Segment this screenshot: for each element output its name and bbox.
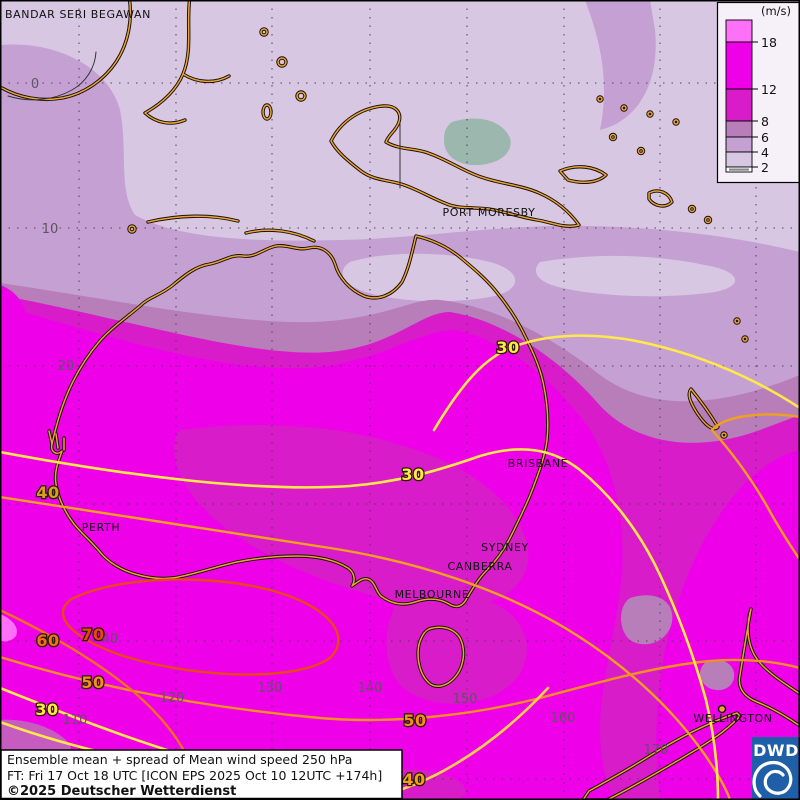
contour-label-50-west: 50 — [81, 673, 104, 692]
legend-tick-12: 12 — [761, 82, 777, 97]
city-label-bandar-seri-begawan: BANDAR SERI BEGAWAN — [5, 8, 151, 21]
legend-tick-labels: 18 12 8 6 4 2 — [761, 35, 777, 175]
coastline-nz-south — [582, 712, 741, 800]
contour-label-70: 70 — [81, 625, 104, 644]
coastline-australia — [50, 235, 549, 608]
city-label-port-moresby: PORT MORESBY — [443, 206, 536, 219]
city-label-brisbane: BRISBANE — [508, 457, 568, 470]
grid-label-lat40: 40 — [102, 632, 119, 647]
legend-swatch-4-6 — [725, 136, 753, 153]
legend-swatch-6-8 — [725, 120, 753, 138]
contour-50 — [0, 655, 800, 722]
contour-label-60: 60 — [36, 631, 59, 650]
shade-12-18-southeast — [656, 450, 800, 800]
shade-8-12-patch-interior — [174, 425, 529, 609]
grid-label-lon110: 110 — [63, 713, 88, 728]
contour-40-west — [0, 495, 732, 800]
contour-label-40-west: 40 — [36, 483, 59, 502]
contour-labels: 30 30 30 40 40 50 50 60 70 — [34, 337, 520, 791]
info-line-copyright: ©2025 Deutscher Wetterdienst — [7, 784, 236, 799]
grid-label-lon130: 130 — [258, 681, 283, 696]
grid-label-lon140: 140 — [358, 681, 383, 696]
city-labels: BANDAR SERI BEGAWAN PORT MORESBY BRISBAN… — [5, 8, 772, 725]
city-label-wellington: WELLINGTON — [693, 712, 772, 725]
legend-swatch-8-12 — [725, 88, 753, 122]
legend-swatch-2-4 — [725, 151, 753, 168]
info-line-forecast-time: FT: Fri 17 Oct 18 UTC [ICON EPS 2025 Oct… — [7, 768, 382, 783]
contour-label-40-south: 40 — [402, 770, 425, 789]
shade-6-8-patch-nz-a — [621, 595, 673, 645]
grid-label-lat20: 20 — [58, 359, 75, 374]
contour-label-50-south: 50 — [403, 711, 426, 730]
shade-6-8-patch-nz-b — [700, 659, 735, 691]
shade-8-12-patch-tasmania — [386, 594, 527, 704]
legend-swatch-12-18 — [725, 41, 753, 90]
contour-40-newcaledonia — [710, 413, 800, 562]
contour-30-north — [432, 334, 800, 432]
contour-label-30-north: 30 — [496, 338, 519, 357]
legend: (m/s) 18 12 8 6 4 2 — [716, 1, 800, 184]
coastline-sulawesi — [144, 0, 230, 124]
contour-70 — [61, 578, 340, 676]
border-kalimantan — [7, 51, 97, 101]
coastline-bougainville — [648, 190, 673, 207]
grid-labels: 0 10 20 40 110 120 130 140 150 160 170 — [31, 77, 669, 758]
shade-pale-patch-b — [535, 255, 736, 297]
shade-lt2-patch-png — [444, 118, 511, 166]
coastline-new-guinea — [330, 105, 580, 227]
city-label-canberra: CANBERRA — [447, 560, 512, 573]
wellington-marker — [717, 704, 727, 714]
coastline-new-caledonia — [688, 388, 719, 430]
legend-tick-2: 2 — [761, 160, 769, 175]
grid-label-lon150: 150 — [453, 692, 478, 707]
grid-label-lon160: 160 — [551, 711, 576, 726]
legend-tick-18: 18 — [761, 35, 777, 50]
coastline-lesser-sunda — [147, 215, 315, 242]
coastline-new-britain — [559, 166, 607, 184]
city-label-sydney: SYDNEY — [481, 541, 529, 554]
shade-12-18-west-sliver — [0, 285, 26, 337]
grid-label-lon170: 170 — [644, 743, 669, 758]
contour-label-30-main: 30 — [401, 465, 424, 484]
grid-label-lat10: 10 — [42, 222, 59, 237]
info-line-title: Ensemble mean + spread of Mean wind spee… — [7, 752, 352, 767]
contour-30-main — [0, 448, 720, 800]
grid-label-lon120: 120 — [160, 691, 185, 706]
legend-tick-8: 8 — [761, 114, 769, 129]
shade-4-6-streak — [585, 0, 656, 130]
coastline-borneo — [1, 0, 132, 101]
contour-label-30-sw: 30 — [35, 700, 58, 719]
shade-gt18-west-sliver — [0, 614, 17, 642]
legend-tick-6: 6 — [761, 130, 769, 145]
city-label-melbourne: MELBOURNE — [395, 588, 470, 601]
legend-unit-label: (m/s) — [761, 4, 791, 18]
legend-swatch-lt2-stripe — [729, 168, 749, 171]
coastline-tasmania — [417, 626, 465, 687]
legend-swatch-gt18 — [725, 19, 753, 43]
info-box: Ensemble mean + spread of Mean wind spee… — [0, 749, 403, 800]
dwd-logo: DWD — [752, 737, 800, 800]
grid-label-lat0: 0 — [31, 77, 39, 92]
dwd-logo-text: DWD — [753, 741, 799, 760]
dwd-spiral-icon — [752, 760, 793, 798]
legend-tick-4: 4 — [761, 145, 769, 160]
city-label-perth: PERTH — [82, 521, 120, 534]
